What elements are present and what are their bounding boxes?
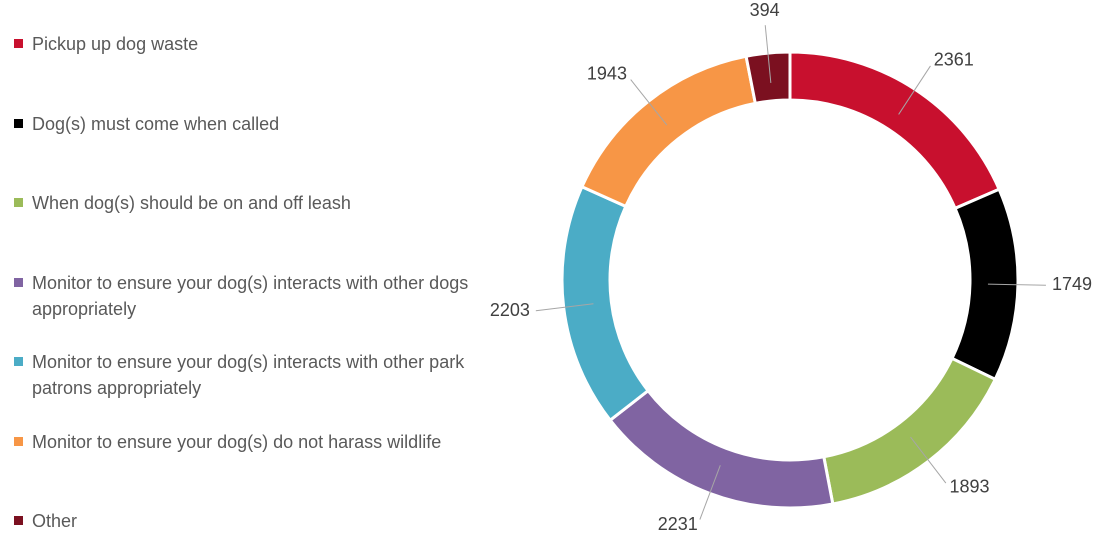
legend-item: Pickup up dog waste — [12, 31, 472, 57]
donut-segment — [560, 184, 651, 423]
leader-line — [535, 303, 594, 312]
legend-swatch — [14, 39, 23, 48]
leader-line — [699, 465, 721, 520]
legend-item: Monitor to ensure your dog(s) interacts … — [12, 349, 472, 401]
leader-line — [764, 25, 772, 83]
legend-item: Monitor to ensure your dog(s) do not har… — [12, 429, 472, 455]
donut-segment — [608, 388, 835, 510]
legend-swatch — [14, 436, 23, 446]
legend-label: Other — [32, 511, 78, 531]
legend-item: When dog(s) should be on and off leash — [12, 190, 472, 216]
legend-swatch — [14, 357, 23, 366]
data-label: 1749 — [1052, 274, 1092, 294]
data-label: 1893 — [949, 477, 989, 497]
legend-label: Monitor to ensure your dog(s) do not har… — [32, 431, 442, 452]
legend-swatch — [14, 118, 23, 128]
legend-item: Other — [12, 508, 472, 534]
legend-swatch — [14, 277, 23, 287]
data-label: 394 — [750, 0, 780, 20]
data-label: 2231 — [658, 514, 698, 534]
legend-item: Monitor to ensure your dog(s) interacts … — [12, 270, 472, 322]
legend-swatch — [14, 516, 23, 525]
legend-label: Pickup up dog waste — [32, 34, 199, 54]
data-label: 1943 — [587, 64, 627, 84]
leader-line — [898, 65, 931, 115]
leader-line — [987, 283, 1046, 286]
legend-swatch — [14, 198, 23, 207]
donut-segment — [788, 50, 1002, 211]
legend-label: When dog(s) should be on and off leash — [32, 193, 351, 213]
legend-label: Dog(s) must come when called — [32, 113, 280, 134]
donut-segment — [744, 50, 792, 106]
legend-label: Monitor to ensure your dog(s) interacts … — [32, 272, 469, 319]
data-label: 2203 — [490, 300, 530, 320]
leader-line — [630, 79, 668, 126]
leader-line — [910, 436, 947, 484]
legend-item: Dog(s) must come when called — [12, 111, 472, 137]
legend-label: Monitor to ensure your dog(s) interacts … — [32, 352, 465, 398]
data-label: 2361 — [934, 50, 974, 70]
